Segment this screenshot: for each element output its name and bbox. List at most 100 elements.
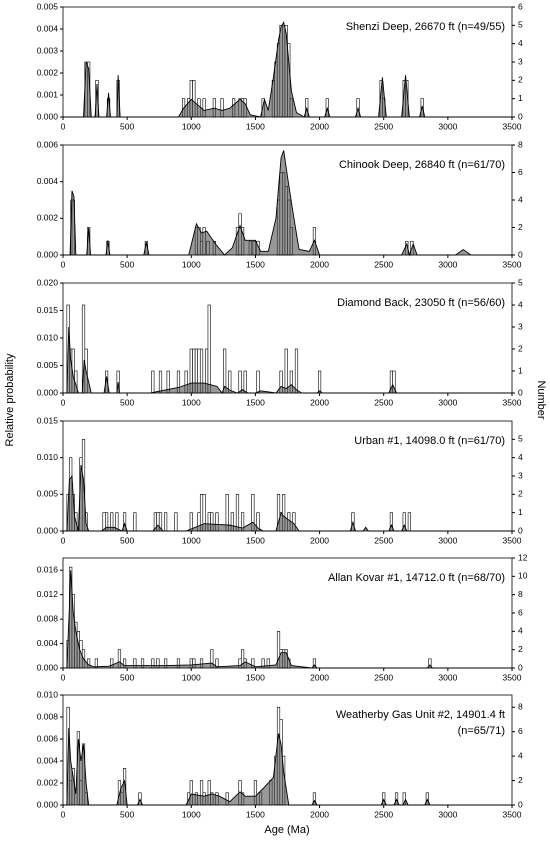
y-tick-label: 0.000 <box>37 799 59 809</box>
y2-tick-label: 1 <box>518 365 523 375</box>
histogram-bar <box>294 348 299 394</box>
y-tick-label: 0.010 <box>37 332 59 342</box>
x-tick-label: 3500 <box>503 397 522 407</box>
y2-tick-label: 4 <box>518 452 523 462</box>
y2-tick-label: 4 <box>518 626 523 636</box>
x-tick-label: 3500 <box>503 672 522 682</box>
x-tick-label: 2000 <box>310 259 329 269</box>
y-tick-label: 0.004 <box>37 176 59 186</box>
x-tick-label: 0 <box>61 535 66 545</box>
y2-tick-label: 0 <box>518 249 523 259</box>
x-tick-label: 1000 <box>182 672 201 682</box>
y2-tick-label: 2 <box>518 489 523 499</box>
panel-title: (n=65/71) <box>458 725 505 737</box>
x-tick-label: 500 <box>120 397 134 407</box>
histogram-bar <box>207 304 211 394</box>
x-tick-label: 2500 <box>374 397 393 407</box>
panel-title: Chinook Deep, 26840 ft (n=61/70) <box>339 159 505 171</box>
y2-tick-label: 12 <box>518 552 528 562</box>
y2-tick-label: 8 <box>518 589 523 599</box>
x-tick-label: 500 <box>120 672 134 682</box>
histogram-bar <box>284 348 288 394</box>
x-tick-label: 2000 <box>310 672 329 682</box>
y2-tick-label: 3 <box>518 470 523 480</box>
y-tick-label: 0.004 <box>37 638 59 648</box>
x-tick-label: 3500 <box>503 809 522 819</box>
probability-curve <box>63 464 512 532</box>
x-tick-label: 1500 <box>246 672 265 682</box>
y2-tick-label: 2 <box>518 75 523 85</box>
y-tick-label: 0.008 <box>37 711 59 721</box>
histogram-bar <box>174 512 178 532</box>
histogram-bar <box>235 494 240 532</box>
x-tick-label: 0 <box>61 672 66 682</box>
probability-area <box>63 150 512 255</box>
y-tick-label: 0.015 <box>37 415 59 425</box>
x-tick-label: 0 <box>61 259 66 269</box>
probability-curve <box>63 727 512 806</box>
x-tick-label: 500 <box>120 535 134 545</box>
x-tick-label: 1500 <box>246 809 265 819</box>
histogram-bar <box>317 370 322 394</box>
histogram-bar <box>407 512 411 532</box>
x-tick-label: 2000 <box>310 121 329 131</box>
probability-curve <box>63 21 512 118</box>
y2-tick-label: 4 <box>518 38 523 48</box>
y2-tick-label: 1 <box>518 93 523 103</box>
panel-title: Allan Kovar #1, 14712.0 ft (n=68/70) <box>328 572 505 584</box>
y2-tick-label: 0 <box>518 662 523 672</box>
y2-tick-label: 5 <box>518 277 523 287</box>
x-tick-label: 1000 <box>182 809 201 819</box>
x-tick-label: 3000 <box>438 397 457 407</box>
x-tick-label: 2500 <box>374 809 393 819</box>
y2-tick-label: 1 <box>518 507 523 517</box>
x-tick-label: 3000 <box>438 672 457 682</box>
y-tick-label: 0.006 <box>37 733 59 743</box>
y2-tick-label: 4 <box>518 299 523 309</box>
x-tick-label: 1500 <box>246 397 265 407</box>
y-tick-label: 0.016 <box>37 564 59 574</box>
y2-tick-label: 2 <box>518 775 523 785</box>
x-tick-label: 2000 <box>310 535 329 545</box>
x-tick-label: 1500 <box>246 535 265 545</box>
plot-frame <box>62 694 513 806</box>
x-tick-label: 3500 <box>503 259 522 269</box>
panel-title: Weatherby Gas Unit #2, 14901.4 ft <box>336 709 505 721</box>
y-tick-label: 0.000 <box>37 387 59 397</box>
panel-title: Urban #1, 14098.0 ft (n=61/70) <box>354 435 505 447</box>
x-tick-label: 0 <box>61 809 66 819</box>
probability-curve <box>63 570 512 669</box>
x-axis-title: Age (Ma) <box>264 824 309 836</box>
y2-tick-label: 8 <box>518 139 523 149</box>
histogram-bar <box>133 512 137 532</box>
y-tick-label: 0.010 <box>37 689 59 699</box>
x-tick-label: 3500 <box>503 535 522 545</box>
x-tick-label: 2500 <box>374 672 393 682</box>
y-tick-label: 0.004 <box>37 755 59 765</box>
probability-area <box>63 22 512 117</box>
y2-tick-label: 8 <box>518 701 523 711</box>
y2-tick-label: 4 <box>518 750 523 760</box>
x-tick-label: 2000 <box>310 809 329 819</box>
y-tick-label: 0.015 <box>37 305 59 315</box>
y-tick-label: 0.000 <box>37 525 59 535</box>
y-axis-title: Relative probability <box>4 353 16 446</box>
y-tick-label: 0.000 <box>37 111 59 121</box>
x-tick-label: 500 <box>120 121 134 131</box>
y2-tick-label: 3 <box>518 321 523 331</box>
y2-tick-label: 10 <box>518 571 528 581</box>
x-tick-label: 2500 <box>374 535 393 545</box>
x-tick-label: 2000 <box>310 397 329 407</box>
y2-tick-label: 4 <box>518 194 523 204</box>
y2-tick-label: 6 <box>518 167 523 177</box>
y-tick-label: 0.020 <box>37 277 59 287</box>
x-tick-label: 3500 <box>503 121 522 131</box>
x-tick-label: 1000 <box>182 121 201 131</box>
y2-tick-label: 6 <box>518 726 523 736</box>
y-tick-label: 0.002 <box>37 213 59 223</box>
y-tick-label: 0.008 <box>37 613 59 623</box>
y-tick-label: 0.002 <box>37 67 59 77</box>
y-tick-label: 0.005 <box>37 489 59 499</box>
y2-tick-label: 5 <box>518 434 523 444</box>
histogram-bar <box>151 370 155 394</box>
